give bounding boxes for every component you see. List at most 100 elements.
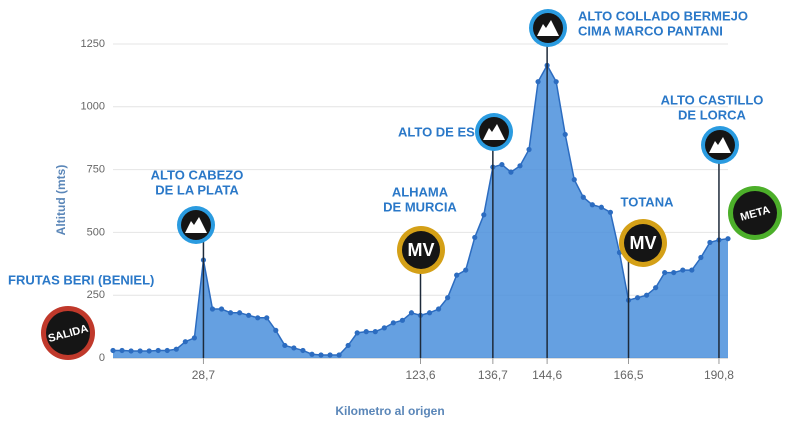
point [562,131,568,138]
y-tick-label: 250 [87,289,105,301]
annotation: FRUTAS BERI (BENIEL) [8,272,154,287]
point [454,272,460,278]
annotation: TOTANA [621,194,675,209]
point [707,239,713,246]
badge [475,113,513,151]
point [607,209,614,215]
point [282,342,288,349]
badge: MV [397,226,445,274]
point [128,348,134,354]
point [535,79,541,85]
point [571,177,577,183]
point [499,161,505,168]
point [653,285,659,291]
point [318,352,324,358]
point [408,310,415,316]
x-tick-label: 144,6 [532,368,562,382]
area [113,65,728,359]
point [137,348,143,354]
point [634,295,641,301]
badge: MV [619,219,667,267]
point [589,202,595,208]
point [399,317,406,323]
x-tick-label: 166,5 [613,368,643,382]
mountain-icon [483,124,505,140]
y-tick-label: 750 [87,164,105,176]
point [273,327,279,333]
annotation: ALTO CASTILLO [661,92,764,107]
y-tick-label: 1250 [81,38,105,50]
point [327,352,333,358]
point [671,269,677,276]
point [526,146,532,153]
annotation: ALTO COLLADO BERMEJO [578,8,748,23]
badge: META [728,186,782,240]
point [435,306,442,312]
badge-label: MV [408,240,435,260]
point [164,347,170,354]
point [662,269,668,276]
x-tick-label: 190,8 [704,368,734,382]
point [182,339,188,345]
badge: SALIDA [41,306,95,360]
point [472,234,478,241]
point [227,310,234,316]
point [300,347,306,354]
point [336,352,342,358]
point [508,169,514,175]
mountain-icon [537,20,559,36]
badge-core [733,191,777,235]
point [372,329,378,335]
annotation: DE LORCA [678,107,747,122]
point [119,347,125,354]
point [517,163,523,169]
badge [701,126,739,164]
point [191,335,197,341]
annotation: CIMA MARCO PANTANI [578,23,723,38]
x-tick-label: 28,7 [192,368,216,382]
annotation: ALHAMA [392,184,449,199]
mountain-icon [709,137,731,153]
point [689,267,695,273]
point [291,345,297,351]
y-axis-title: Altitud (mts) [54,165,68,236]
annotation: DE MURCIA [383,199,457,214]
point [381,325,387,331]
point [680,267,686,273]
y-tick-label: 0 [99,352,105,364]
point [218,306,225,312]
point [173,346,179,352]
point [363,329,369,335]
point [246,312,252,318]
point [146,348,152,354]
point [426,310,433,316]
x-tick-label: 136,7 [478,368,508,382]
point [309,351,315,357]
point [445,295,451,301]
point [354,330,360,336]
badge [529,9,567,47]
point [209,306,216,312]
annotation: ALTO CABEZO [151,167,244,182]
y-tick-label: 1000 [81,101,105,113]
annotation: DE LA PLATA [155,182,239,197]
badge-core [624,224,662,262]
point [481,212,487,218]
mountain-icon [185,217,207,233]
y-tick-label: 500 [87,226,105,238]
point [237,310,243,316]
badge-core [46,311,90,355]
point [463,267,469,273]
badge [177,206,215,244]
badge-core [402,231,440,269]
point [725,236,731,242]
x-axis-title: Kilometro al origen [335,404,444,418]
point [553,79,559,85]
point [255,315,261,321]
point [110,347,116,354]
point [580,194,586,200]
x-tick-label: 123,6 [405,368,435,382]
point [264,315,270,321]
point [598,204,604,210]
